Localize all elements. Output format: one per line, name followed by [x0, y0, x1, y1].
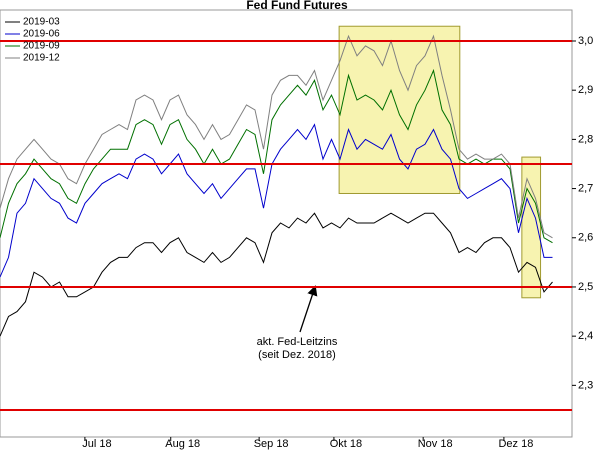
series-line [0, 68, 553, 244]
chart-title: Fed Fund Futures [246, 0, 348, 12]
legend-label: 2019-09 [23, 41, 60, 52]
annotation: (seit Dez. 2018) [258, 349, 336, 361]
y-tick-label: 2,4 [578, 330, 593, 342]
x-tick-label: Okt 18 [330, 438, 362, 450]
annotation: akt. Fed-Leitzins [257, 336, 338, 348]
y-tick-label: 3,0 [578, 35, 593, 47]
x-tick-label: Aug 18 [165, 438, 200, 450]
series-line [0, 34, 553, 239]
x-tick-label: Nov 18 [418, 438, 453, 450]
y-tick-label: 2,7 [578, 182, 593, 194]
annotation-arrow [299, 285, 318, 333]
series-line [0, 123, 553, 278]
y-tick-label: 2,5 [578, 281, 593, 293]
legend-label: 2019-06 [23, 29, 60, 40]
legend-label: 2019-12 [23, 53, 60, 64]
x-tick-label: Dez 18 [498, 438, 533, 450]
y-tick-label: 2,8 [578, 133, 593, 145]
y-tick-label: 2,6 [578, 232, 593, 244]
y-tick-label: 2,9 [578, 84, 593, 96]
x-tick-label: Sep 18 [254, 438, 289, 450]
plot-area [0, 9, 573, 438]
y-tick-label: 2,3 [578, 379, 593, 391]
legend-label: 2019-03 [23, 17, 60, 28]
x-tick-label: Jul 18 [82, 438, 111, 450]
highlight-box [338, 25, 461, 194]
